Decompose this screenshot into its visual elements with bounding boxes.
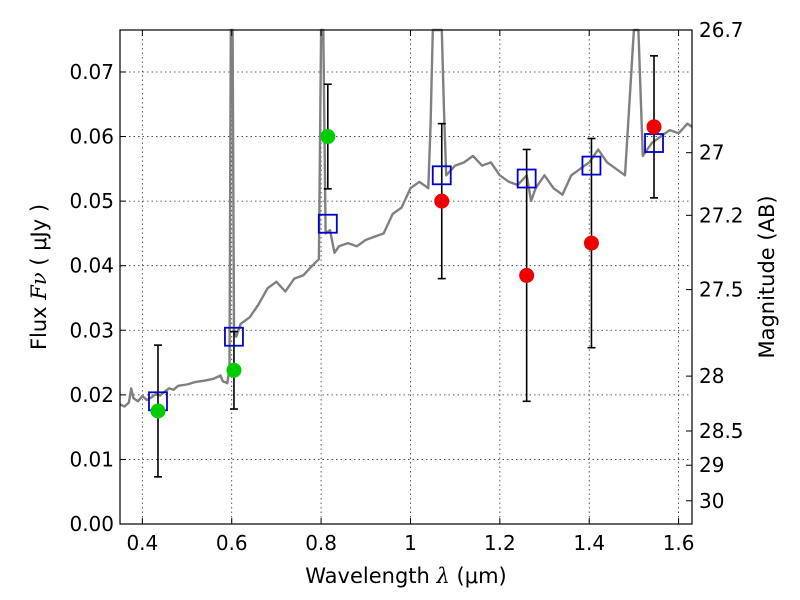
- mag-tick-label: 28.5: [699, 419, 744, 443]
- mag-tick-label: 27.5: [699, 278, 744, 302]
- y-tick-label: 0.03: [69, 318, 114, 342]
- x-tick-label: 1.4: [573, 531, 605, 555]
- model-spectrum-line: [119, 28, 693, 408]
- y-tick-label: 0.05: [69, 189, 114, 213]
- mag-tick-label: 30: [699, 489, 724, 513]
- grid-layer: [120, 30, 692, 525]
- y-tick-label: 0.07: [69, 60, 114, 84]
- model-band-flux-square: [516, 168, 537, 189]
- detection-point: [226, 362, 242, 378]
- x-tick-label: 0.6: [216, 531, 248, 555]
- plot-frame: [119, 29, 693, 525]
- x-tick-label: 0.8: [305, 531, 337, 555]
- model-band-flux-square: [581, 155, 602, 176]
- y-tick-label: 0.00: [69, 512, 114, 536]
- mag-tick-label: 27.2: [699, 203, 744, 227]
- spectrum-layer: [119, 28, 693, 408]
- y-tick-label: 0.06: [69, 125, 114, 149]
- red-data-point: [434, 193, 450, 209]
- mag-tick-label: 29: [699, 453, 724, 477]
- ticks-layer: 0.4 0.6 0.8 1 1.2 1.4 1.6 0.00 0.01 0.02 0.03 0.04 0…: [69, 18, 743, 555]
- y-tick-label: 0.02: [69, 383, 114, 407]
- x-tick-label: 0.4: [126, 531, 158, 555]
- x-axis-label: Wavelength λ (μm): [305, 564, 506, 588]
- mag-tick-label: 28: [699, 364, 724, 388]
- y-axis-label: Flux Fν ( μJy ): [27, 204, 51, 350]
- model-band-flux-square: [224, 326, 244, 347]
- detection-point: [150, 403, 166, 419]
- model-band-flux-square: [317, 213, 338, 234]
- marker-layer: [148, 119, 664, 419]
- x-tick-label: 1.2: [484, 531, 516, 555]
- y-tick-label: 0.04: [69, 254, 114, 278]
- red-data-point: [646, 119, 662, 135]
- y-tick-label: 0.01: [69, 447, 114, 471]
- x-tick-label: 1.6: [663, 531, 695, 555]
- mag-tick-label: 27: [699, 141, 724, 165]
- model-band-flux-square: [431, 165, 452, 186]
- x-tick-label: 1: [404, 531, 417, 555]
- y2-axis-label: Magnitude (AB): [755, 195, 779, 358]
- mag-tick-label: 26.7: [699, 18, 744, 42]
- red-data-point: [519, 267, 535, 283]
- detection-point: [320, 129, 336, 145]
- red-data-point: [583, 235, 599, 251]
